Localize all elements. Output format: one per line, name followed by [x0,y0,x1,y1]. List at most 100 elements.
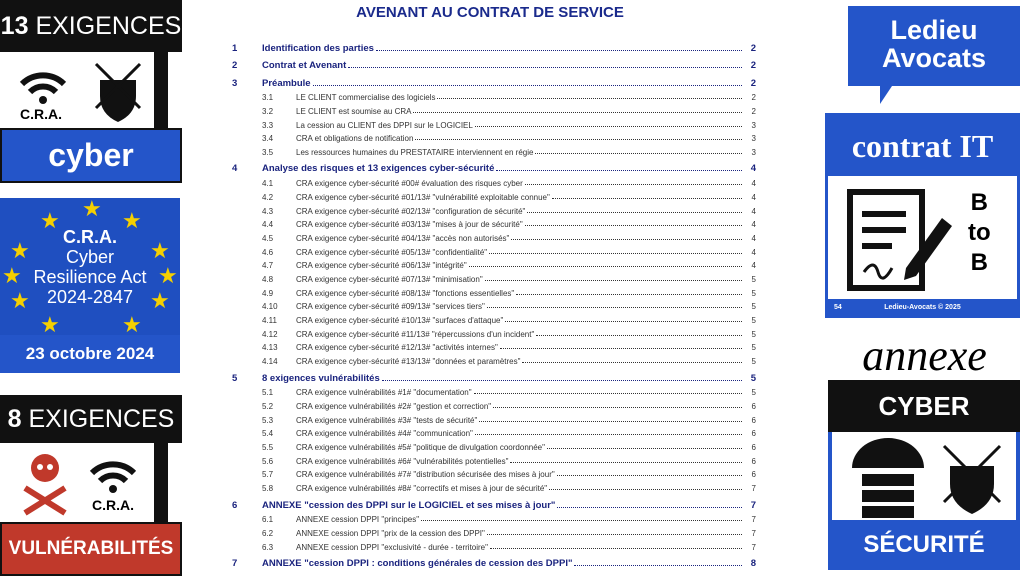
toc-entry[interactable]: 5 8 exigences vulnérabilités 5 [228,366,756,384]
dot-leader [556,475,742,477]
svg-text:★: ★ [82,198,102,221]
toc-entry[interactable]: 7 ANNEXE "cession DPPI : conditions génér… [228,552,756,569]
toc-entry[interactable]: 5.3 CRA exigence vulnérabilités #3# "test… [228,411,756,425]
toc-entry[interactable]: 4.11 CRA exigence cyber-sécurité #10/13# … [228,311,756,325]
toc-title: Préambule [262,77,311,89]
dot-leader [484,279,742,281]
wifi-shield-icon [19,62,142,122]
toc-entry[interactable]: 2 Contrat et Avenant 2 [228,54,756,71]
toc-title: ANNEXE cession DPPI "principes" [296,515,420,525]
dot-leader [312,84,742,86]
toc-page: 6 [751,401,756,411]
dot-leader [415,139,742,141]
toc-entry[interactable]: 4.14 CRA exigence cyber-sécurité #13/13# … [228,352,756,366]
dot-leader [546,448,742,449]
contract-signing-icon [847,189,952,291]
toc-entry[interactable]: 3.4 CRA et obligations de notification 3 [228,130,756,144]
toc-entry[interactable]: 4.1 CRA exigence cyber-sécurité #00# éval… [228,174,756,188]
toc-number: 4.11 [262,316,277,325]
toc-entry[interactable]: 4.2 CRA exigence cyber-sécurité #01/13# "… [228,188,756,202]
toc-number: 3 [232,77,238,89]
toc-title: CRA exigence cyber-sécurité #11/13# "rép… [296,329,535,339]
toc-number: 6.3 [262,542,274,552]
toc-entry[interactable]: 4.7 CRA exigence cyber-sécurité #06/13# "… [228,257,756,271]
toc-entry[interactable]: 4.4 CRA exigence cyber-sécurité #03/13# "… [228,216,756,230]
toc-entry[interactable]: 4.9 CRA exigence cyber-sécurité #08/13# "… [228,284,756,298]
svg-text:★: ★ [10,238,30,263]
dot-leader [486,307,742,309]
toc-entry[interactable]: 5.2 CRA exigence vulnérabilités #2# "gest… [228,397,756,411]
toc-entry[interactable]: 6.3 ANNEXE cession DPPI "exclusivité - du… [228,538,756,552]
toc-number: 3.4 [262,134,274,144]
toc-entry[interactable]: 5.1 CRA exigence vulnérabilités #1# "docu… [228,384,756,398]
toc-entry[interactable]: 3.1 LE CLIENT commercialise des logiciels… [228,89,756,103]
svg-text:★: ★ [40,208,60,233]
toc-entry[interactable]: 3.3 La cession au CLIENT des DPPI sur le … [228,116,756,130]
toc-page: 4 [751,220,756,230]
toc-title: CRA exigence vulnérabilités #7# "distrib… [296,470,555,480]
toc-entry[interactable]: 4.12 CRA exigence cyber-sécurité #11/13# … [228,325,756,339]
toc-number: 5.7 [262,470,274,480]
toc-entry[interactable]: 4.13 CRA exigence cyber-sécurité #12/13# … [228,339,756,352]
dot-leader [557,506,742,508]
toc-page: 4 [751,179,756,189]
toc-number: 5 [232,372,238,384]
toc-title: CRA exigence cyber-sécurité #06/13# "int… [296,261,467,271]
toc-entry[interactable]: 4.5 CRA exigence cyber-sécurité #04/13# "… [228,229,756,243]
toc-entry[interactable]: 4.6 CRA exigence cyber-sécurité #05/13# "… [228,243,756,257]
toc-page: 2 [751,93,756,103]
toc-page: 3 [751,147,756,157]
svg-text:★: ★ [150,238,170,263]
dot-leader [499,348,742,350]
dot-leader [421,520,742,522]
toc-number: 5.8 [262,484,274,494]
toc-entry[interactable]: 5.4 CRA exigence vulnérabilités #4# "comm… [228,425,756,439]
toc-page: 2 [751,106,756,116]
svg-text:★: ★ [10,288,30,313]
toc-entry[interactable]: 5.5 CRA exigence vulnérabilités #5# "poli… [228,438,756,452]
toc-title: CRA exigence vulnérabilités #3# "tests d… [296,415,478,425]
toc-title: CRA exigence vulnérabilités #8# "correct… [296,484,548,494]
toc-entry[interactable]: 4.3 CRA exigence cyber-sécurité #02/13# "… [228,202,756,216]
toc-title: CRA exigence cyber-sécurité #08/13# "fon… [296,288,515,298]
toc-title: CRA exigence vulnérabilités #2# "gestion… [296,401,492,411]
dot-leader [574,565,742,567]
toc-page: 7 [751,542,756,552]
toc-page: 6 [751,429,756,439]
logo-line: Ledieu [890,15,978,45]
toc-page: 5 [750,372,756,384]
toc-entry[interactable]: 3.5 Les ressources humaines du PRESTATAIR… [228,143,756,157]
toc-entry[interactable]: 6.1 ANNEXE cession DPPI "principes" 7 [228,511,756,525]
toc-page: 6 [751,443,756,452]
dot-leader [522,362,742,364]
toc-entry[interactable]: 6.2 ANNEXE cession DPPI "prix de la cessi… [228,524,756,538]
table-of-contents: 1 Identification des parties 2 2 Contrat et … [228,36,756,570]
contrat-it-title: contrat IT [828,116,1017,176]
toc-title: CRA et obligations de notification [296,134,414,144]
cra-label: C.R.A. [20,106,62,122]
toc-entry[interactable]: 5.7 CRA exigence vulnérabilités #7# "dist… [228,466,756,480]
toc-entry[interactable]: 5.6 CRA exigence vulnérabilités #6# "vuln… [228,452,756,466]
toc-title: CRA exigence vulnérabilités #4# "communi… [296,429,473,439]
logo-line: Avocats [881,43,987,73]
toc-title: Analyse des risques et 13 exigences cybe… [262,163,495,175]
toc-entry[interactable]: 3 Préambule 2 [228,71,756,89]
toc-entry[interactable]: 4 Analyse des risques et 13 exigences cyb… [228,157,756,175]
toc-title: CRA exigence cyber-sécurité #07/13# "min… [296,274,483,284]
toc-entry[interactable]: 6 ANNEXE "cession des DPPI sur le LOGICIE… [228,493,756,511]
toc-number: 5.1 [262,388,274,398]
toc-page: 2 [750,42,756,54]
toc-entry[interactable]: 1 Identification des parties 2 [228,36,756,54]
8-exigences-badge: 8 EXIGENCES [0,395,182,443]
toc-number: 4.9 [262,288,274,298]
toc-entry[interactable]: 5.8 CRA exigence vulnérabilités #8# "corr… [228,479,756,493]
toc-entry[interactable]: 3.2 LE CLIENT est soumise au CRA 2 [228,102,756,116]
toc-number: 1 [232,42,238,54]
toc-entry[interactable]: 4.8 CRA exigence cyber-sécurité #07/13# "… [228,270,756,284]
eu-cra-flag: ★ ★ ★ ★ ★ ★ ★ ★ ★ ★ ★ C.R.A. Cyber Resilience Act … [0,198,180,335]
toc-entry[interactable]: 4.10 CRA exigence cyber-sécurité #09/13# … [228,298,756,311]
toc-number: 2 [232,60,238,71]
toc-number: 5.5 [262,443,274,452]
